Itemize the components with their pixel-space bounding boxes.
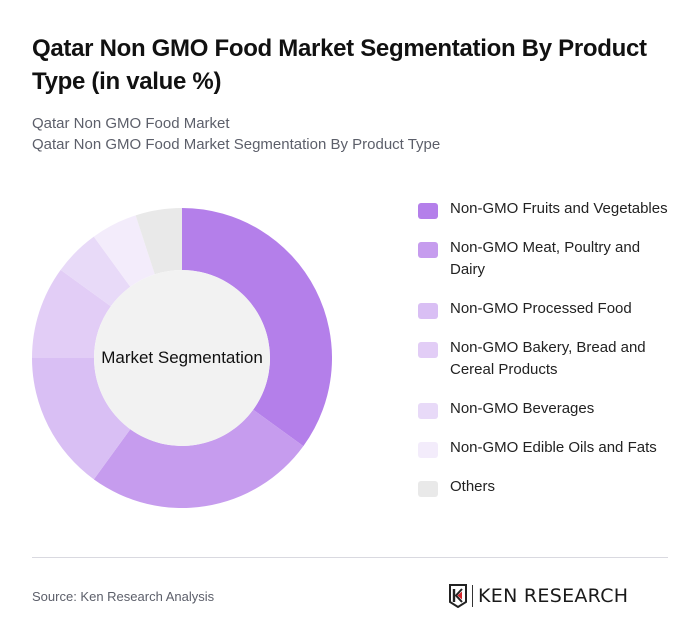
legend-swatch-icon bbox=[418, 403, 438, 419]
donut-slice[interactable] bbox=[32, 358, 131, 480]
ken-research-logo-icon bbox=[449, 584, 467, 608]
legend-swatch-icon bbox=[418, 481, 438, 497]
legend-swatch-icon bbox=[418, 442, 438, 458]
donut-slice[interactable] bbox=[135, 208, 182, 275]
legend-item-processed-food[interactable]: Non-GMO Processed Food bbox=[418, 298, 678, 320]
donut-slice[interactable] bbox=[93, 215, 155, 287]
legend-item-bakery-bread-cereal[interactable]: Non-GMO Bakery, Bread and Cereal Product… bbox=[418, 337, 678, 381]
legend-label: Non-GMO Edible Oils and Fats bbox=[450, 439, 657, 456]
source-note: Source: Ken Research Analysis bbox=[32, 589, 215, 604]
legend-label: Non-GMO Meat, Poultry and Dairy bbox=[450, 239, 641, 278]
legend-item-meat-poultry-dairy[interactable]: Non-GMO Meat, Poultry and Dairy bbox=[418, 237, 678, 281]
legend-label: Non-GMO Bakery, Bread and Cereal Product… bbox=[450, 339, 646, 378]
ken-research-logo: KEN RESEARCH bbox=[448, 583, 628, 609]
donut-slice[interactable] bbox=[182, 208, 332, 447]
legend-item-others[interactable]: Others bbox=[418, 476, 678, 498]
footer-divider bbox=[32, 557, 668, 558]
chart-legend: Non-GMO Fruits and Vegetables Non-GMO Me… bbox=[418, 198, 678, 515]
legend-swatch-icon bbox=[418, 303, 438, 319]
legend-swatch-icon bbox=[418, 242, 438, 258]
legend-swatch-icon bbox=[418, 342, 438, 358]
chart-subtitle: Qatar Non GMO Food Market Qatar Non GMO … bbox=[32, 113, 440, 155]
donut-center bbox=[94, 270, 270, 446]
subtitle-market: Qatar Non GMO Food Market bbox=[32, 115, 230, 132]
logo-separator bbox=[472, 585, 473, 607]
legend-swatch-icon bbox=[418, 203, 438, 219]
donut-slice[interactable] bbox=[32, 269, 111, 358]
donut-slice[interactable] bbox=[60, 236, 131, 307]
legend-label: Non-GMO Beverages bbox=[450, 400, 595, 417]
donut-slice[interactable] bbox=[93, 409, 304, 508]
subtitle-segmentation: Qatar Non GMO Food Market Segmentation B… bbox=[32, 136, 441, 153]
donut-chart: Market Segmentation bbox=[32, 208, 332, 508]
legend-item-fruits-vegetables[interactable]: Non-GMO Fruits and Vegetables bbox=[418, 198, 678, 220]
logo-wordmark: KEN RESEARCH bbox=[478, 585, 629, 607]
legend-label: Non-GMO Processed Food bbox=[450, 300, 632, 317]
legend-label: Non-GMO Fruits and Vegetables bbox=[450, 200, 668, 217]
legend-label: Others bbox=[450, 478, 496, 495]
legend-item-edible-oils-fats[interactable]: Non-GMO Edible Oils and Fats bbox=[418, 437, 678, 459]
legend-item-beverages[interactable]: Non-GMO Beverages bbox=[418, 398, 678, 420]
chart-title: Qatar Non GMO Food Market Segmentation B… bbox=[32, 35, 647, 95]
donut-svg bbox=[32, 208, 332, 508]
